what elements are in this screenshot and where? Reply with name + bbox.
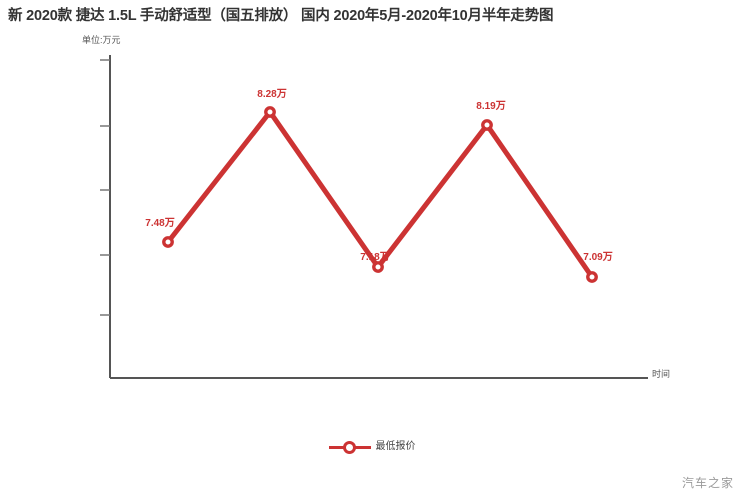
y-axis-ticks (100, 59, 110, 316)
legend-symbol (328, 440, 371, 454)
y-axis-unit-label: 单位:万元 (82, 35, 121, 45)
data-point-label: 7.09万 (583, 252, 613, 263)
x-axis-unit-label: 时间 (652, 369, 671, 379)
axis-lines (109, 55, 648, 379)
legend-item-label: 最低报价 (375, 441, 416, 452)
data-point-marker[interactable] (264, 106, 276, 118)
watermark: 汽车之家 (681, 476, 734, 490)
data-point-marker[interactable] (586, 271, 598, 283)
data-point-marker[interactable] (162, 236, 174, 248)
data-point-label: 7.18万 (360, 252, 390, 263)
data-point-label: 7.48万 (145, 218, 175, 229)
data-point-markers (162, 106, 598, 283)
data-point-marker[interactable] (481, 119, 493, 131)
data-point-label: 8.28万 (257, 89, 287, 100)
circle-marker-icon (342, 441, 356, 454)
chart-title: 新 2020款 捷达 1.5L 手动舒适型（国五排放） 国内 2020年5月-2… (8, 8, 554, 24)
data-point-marker[interactable] (372, 261, 384, 273)
data-point-label: 8.19万 (476, 101, 506, 112)
chart-legend: 最低报价 (0, 440, 744, 454)
